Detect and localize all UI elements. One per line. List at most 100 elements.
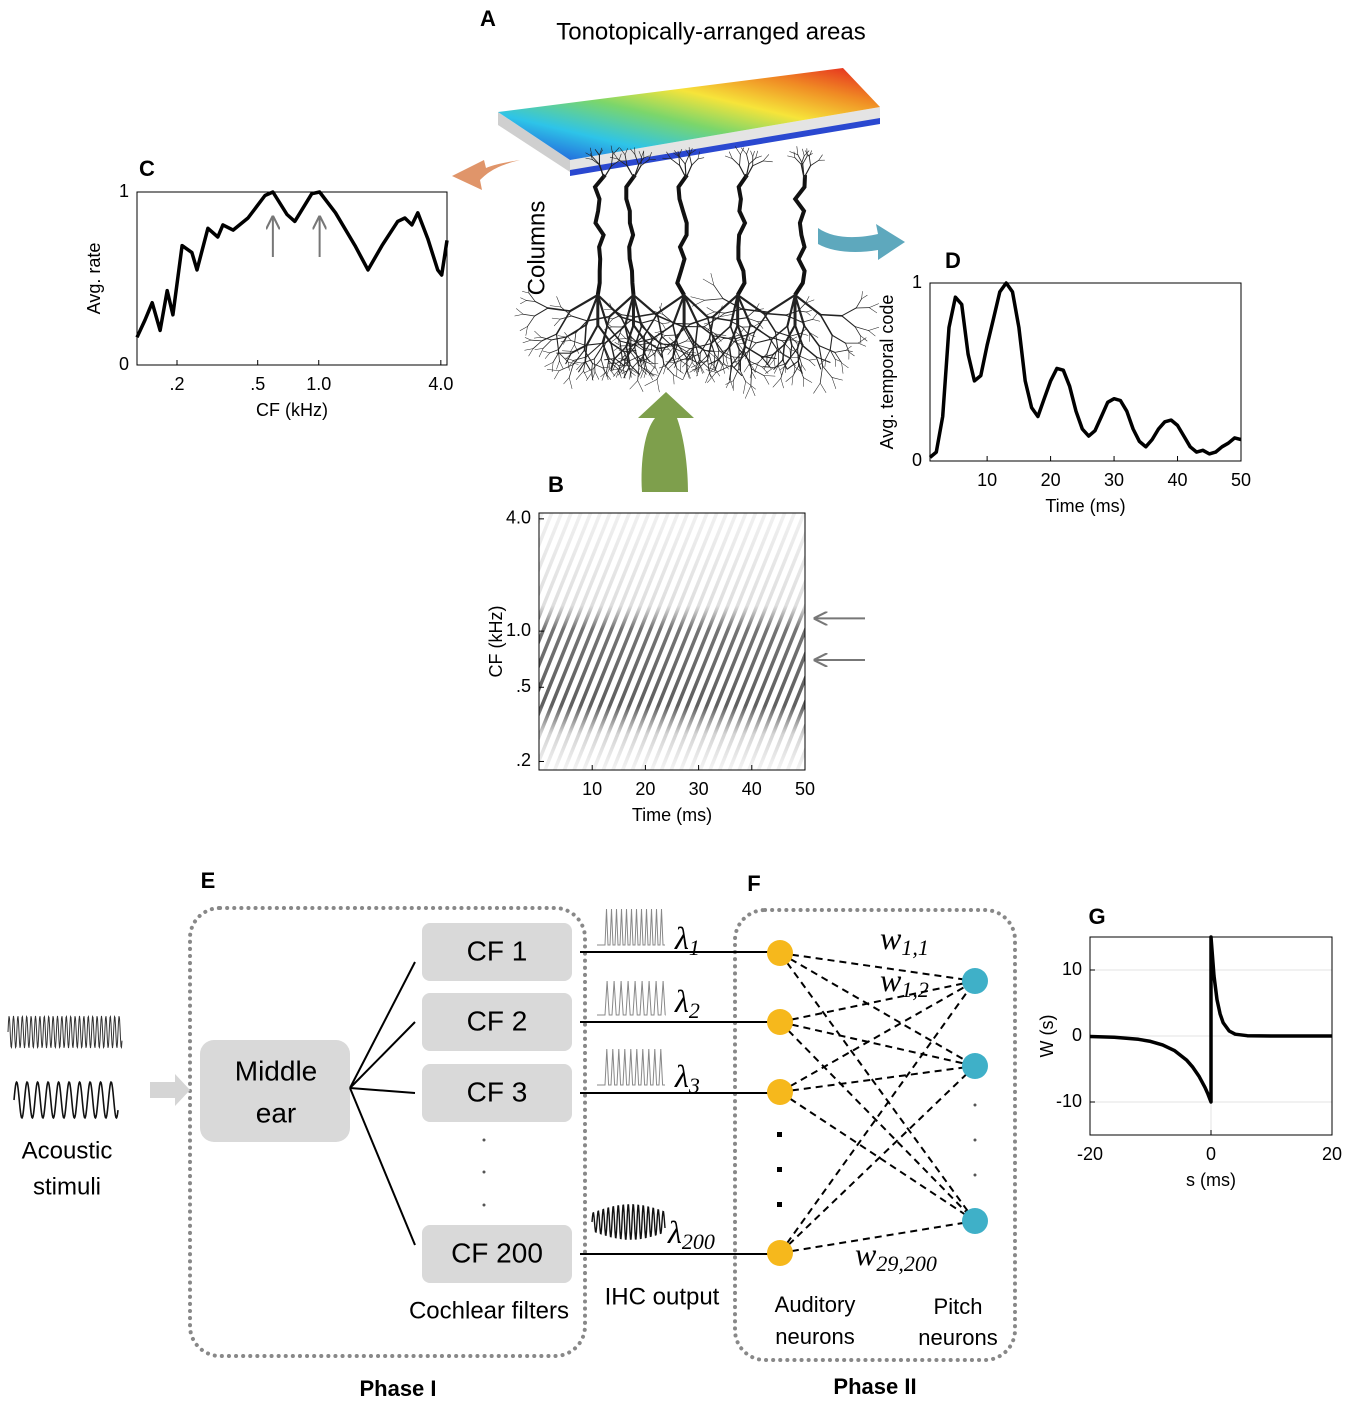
dendrite <box>602 372 605 380</box>
figure: A B C D E F G Tonotopically-arranged are… <box>0 0 1352 1401</box>
dendrite <box>809 359 816 360</box>
data-line <box>1090 937 1332 1102</box>
dendrite <box>806 310 811 312</box>
weight-label-base: w <box>880 962 902 998</box>
dendrite <box>835 350 846 352</box>
y-tick-label: 1 <box>912 272 922 292</box>
dendrite <box>750 324 768 336</box>
phase-label: Phase I <box>359 1376 436 1401</box>
dendrite <box>862 291 863 298</box>
dendrite <box>535 302 548 309</box>
dendrite <box>639 370 642 377</box>
dendrite <box>533 341 542 349</box>
dendrite <box>820 315 832 336</box>
dendrite <box>516 309 523 315</box>
dendrite <box>673 375 674 384</box>
dendrite <box>849 352 854 356</box>
dendrite <box>534 337 541 338</box>
lambda-label: λ1 <box>674 920 700 960</box>
dendrite <box>526 300 535 301</box>
trunk <box>795 175 805 295</box>
dendrite <box>832 335 845 343</box>
dendrite <box>820 315 841 316</box>
dendrite <box>765 368 773 374</box>
dendrite <box>806 312 810 315</box>
dendrite <box>692 159 698 165</box>
dendrite <box>585 362 590 371</box>
dendrite <box>526 326 528 335</box>
dendrite <box>645 379 657 385</box>
y-tick-label: 10 <box>1062 959 1082 979</box>
dendrite <box>684 295 698 324</box>
dendrite <box>823 366 832 377</box>
arrow-from-b <box>638 392 694 492</box>
lambda-label-base: λ <box>674 1058 689 1094</box>
dendrite <box>641 368 645 378</box>
dendrite <box>764 376 769 385</box>
dendrite <box>785 358 790 366</box>
dendrite <box>781 378 784 388</box>
weight-label-sub: 29,200 <box>876 1251 937 1276</box>
dendrite <box>704 350 713 351</box>
dendrite <box>763 161 772 162</box>
weight-label-sub: 1,1 <box>901 935 929 960</box>
dendrite <box>707 308 715 312</box>
arrow-to-d <box>818 224 905 260</box>
dendrite <box>869 331 876 336</box>
dendrite <box>832 377 843 380</box>
weight-label-base: w <box>855 1236 877 1272</box>
dendrite <box>586 374 591 381</box>
lambda-label-sub: 3 <box>688 1073 700 1098</box>
auditory-neuron <box>767 1079 793 1105</box>
connector <box>350 962 415 1088</box>
x-tick-label: 20 <box>1322 1144 1342 1164</box>
dendrite <box>856 299 861 308</box>
dendrite <box>756 339 772 343</box>
x-tick-label: 4.0 <box>428 374 453 394</box>
connector <box>350 1088 415 1245</box>
dendrite <box>794 152 795 158</box>
dendrite <box>658 316 683 327</box>
ihc-trace <box>597 981 665 1015</box>
waveform <box>592 1205 665 1239</box>
dendrite <box>630 381 638 389</box>
dendrite <box>767 339 772 354</box>
dendrite <box>744 363 750 372</box>
x-axis-label: s (ms) <box>1186 1170 1236 1190</box>
x-tick-label: 50 <box>1231 470 1251 490</box>
y-tick-label: -10 <box>1056 1091 1082 1111</box>
dendrite <box>690 155 692 165</box>
dendrite <box>819 155 823 160</box>
dendrite <box>813 319 820 321</box>
dendrite <box>547 369 559 370</box>
stimuli-label: stimuli <box>33 1173 101 1200</box>
dendrite <box>830 335 832 350</box>
auditory-neuron <box>767 1009 793 1035</box>
x-tick-label: .2 <box>169 374 184 394</box>
pitch-neuron <box>962 1053 988 1079</box>
lambda-label-sub: 1 <box>689 935 700 960</box>
dendrite <box>755 312 769 332</box>
dendrite <box>595 372 599 380</box>
dendrite <box>674 323 691 324</box>
dendrite <box>680 361 681 372</box>
connector <box>350 1022 415 1088</box>
dendrite <box>545 362 553 366</box>
dendrite <box>707 312 714 315</box>
dendrite <box>832 377 836 388</box>
dendrite <box>802 149 804 156</box>
auditory-neuron <box>767 1240 793 1266</box>
body: A B C D E F G Tonotopically-arranged are… <box>0 0 1352 1401</box>
dendrite <box>657 364 664 379</box>
dendrite <box>666 362 675 363</box>
dendrite <box>616 369 619 377</box>
synapse <box>780 953 975 1066</box>
dendrite <box>587 325 598 345</box>
synapse <box>780 1022 975 1066</box>
dendrite <box>826 350 831 359</box>
dendrite <box>792 376 793 385</box>
dendrite <box>520 326 527 330</box>
synapse <box>780 953 975 1221</box>
dendrite <box>566 351 573 358</box>
x-tick-label: 50 <box>795 779 815 799</box>
